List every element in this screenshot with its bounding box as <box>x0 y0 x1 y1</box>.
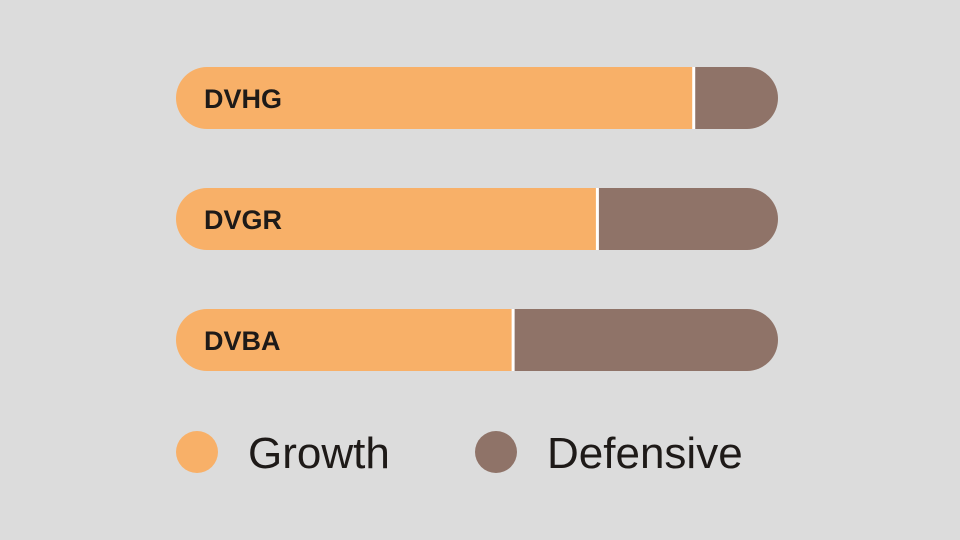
legend: Growth Defensive <box>176 429 743 478</box>
bars-layer: DVHG DVGR DVBA <box>176 67 778 371</box>
bar-segment-dvba-growth <box>176 309 514 371</box>
legend-label-growth: Growth <box>248 429 390 478</box>
bar-row-dvhg <box>176 67 778 129</box>
bar-row-dvgr <box>176 188 778 250</box>
segment-divider-dvgr <box>595 188 599 250</box>
bar-segment-dvhg-defensive <box>693 67 778 129</box>
legend-swatch-growth <box>176 431 218 473</box>
bar-label-dvgr: DVGR <box>204 205 282 235</box>
legend-label-defensive: Defensive <box>547 429 743 478</box>
bar-segment-dvba-defensive <box>513 309 778 371</box>
segment-divider-dvba <box>511 309 515 371</box>
bar-segment-dvgr-growth <box>176 188 598 250</box>
bar-segment-dvgr-defensive <box>597 188 778 250</box>
bar-row-dvba <box>176 309 778 371</box>
bar-segment-dvhg-growth <box>176 67 694 129</box>
segment-divider-dvhg <box>692 67 696 129</box>
legend-swatch-defensive <box>475 431 517 473</box>
bar-label-dvba: DVBA <box>204 326 281 356</box>
bar-label-dvhg: DVHG <box>204 84 282 114</box>
